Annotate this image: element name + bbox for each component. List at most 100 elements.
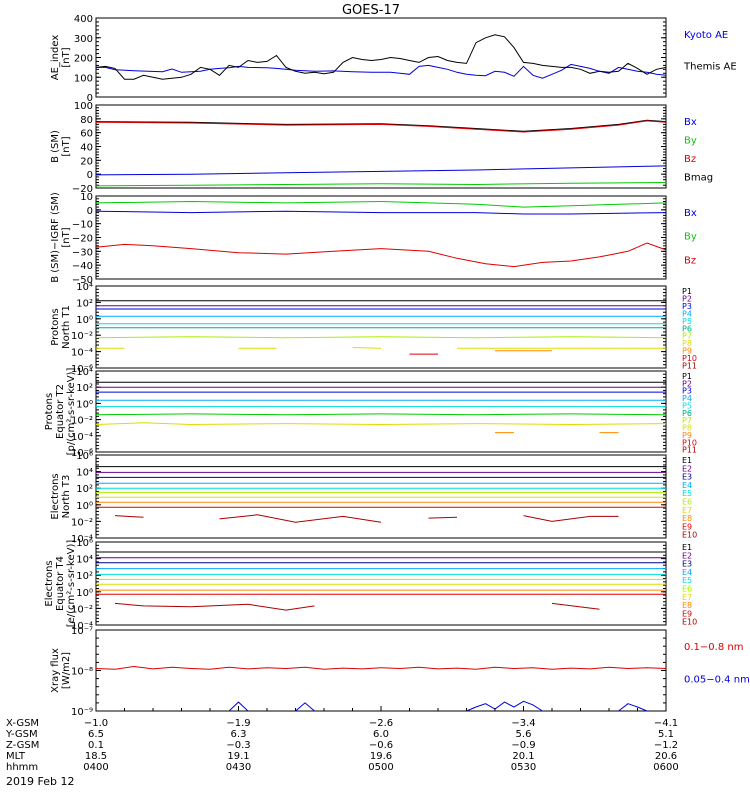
y-tick-label: 10⁰ (76, 588, 93, 599)
y-tick-label: 10⁴ (76, 367, 93, 378)
panel-3: −50 −40 −30 −20 −10 0 10 B (SM)−IGRF (SM)[nT] Bx… (50, 192, 697, 286)
y-tick-label: 300 (74, 34, 93, 45)
legend-entry: E4 (682, 568, 692, 577)
legend-entry: P7 (682, 332, 692, 341)
ephemeris-value: 6.0 (373, 729, 389, 740)
y-axis-label-line: Equator T4 (55, 556, 66, 611)
ephemeris-value: 20.1 (512, 751, 534, 762)
legend-entry: E9 (682, 609, 692, 618)
ephemeris-value: 0400 (83, 762, 108, 773)
series-themis-ae (95, 34, 667, 80)
series-p6 (95, 413, 667, 416)
y-tick-label: 10⁻⁴ (71, 621, 93, 632)
y-axis-label: B (SM)−IGRF (SM)[nT] (50, 192, 72, 283)
series-e10 (551, 602, 600, 610)
legend-entry: E1 (682, 543, 692, 552)
y-tick-label: 10⁴ (76, 468, 93, 479)
ephemeris-value: 5.1 (658, 729, 674, 740)
legend-entry: P9 (682, 347, 692, 356)
ephemeris-value: −0.6 (369, 740, 393, 751)
legend-entry: E5 (682, 489, 692, 498)
y-axis-label: Xray flux[W/m2] (50, 648, 72, 693)
y-tick-label: 100 (74, 73, 93, 84)
y-tick-label: 200 (74, 54, 93, 65)
legend-entry: P7 (682, 416, 692, 425)
legend-entry: P4 (682, 309, 692, 318)
ephemeris-value: −1.0 (84, 718, 108, 729)
series-bx (95, 210, 667, 215)
y-tick-label: 10⁰ (76, 315, 93, 326)
series-p7 (95, 422, 667, 426)
legend-entry: P3 (682, 387, 692, 396)
series-0-05-0-4-nm (618, 703, 648, 712)
ephemeris-value: 0600 (653, 762, 678, 773)
series-e10 (114, 515, 144, 518)
ephemeris-value: 19.6 (370, 751, 392, 762)
legend-entry: Bx (684, 117, 697, 128)
legend-entry: P5 (682, 401, 692, 410)
series-bz (95, 120, 667, 133)
legend-entry: E5 (682, 576, 692, 585)
ephemeris-value: 0530 (511, 762, 536, 773)
panel-frame (95, 17, 667, 98)
y-tick-label: 10⁶ (76, 451, 93, 462)
y-tick-label: −30 (72, 247, 93, 258)
y-axis-label-line: B (SM)−IGRF (SM) (50, 192, 61, 283)
legend-entry: P9 (682, 431, 692, 440)
ephemeris-row-label: Y-GSM (5, 729, 38, 740)
panel-2: −20 0 20 40 60 80 100 B (SM)[nT] Bx By Bz Bmag (50, 101, 713, 195)
y-tick-label: 40 (80, 143, 93, 154)
legend-entry: Themis AE (683, 62, 737, 73)
legend-entry: P10 (682, 354, 697, 363)
y-tick-label: 10⁻² (71, 416, 93, 427)
y-axis-label: ElectronsEquator T4[e/(cm²-s-sr-keV)] (44, 540, 77, 628)
series-e10 (523, 515, 619, 522)
y-tick-label: 400 (74, 14, 93, 25)
legend-entry: P8 (682, 424, 692, 433)
panel-frame (95, 285, 667, 369)
y-tick-label: 60 (80, 129, 93, 140)
series-0-05-0-4-nm (466, 700, 543, 712)
series-e10 (114, 602, 315, 611)
legend-entry: P4 (682, 394, 692, 403)
panel-frame (95, 370, 667, 453)
y-axis-label-line: Protons (50, 308, 61, 345)
y-tick-label: 10² (76, 484, 93, 495)
series-by (95, 182, 667, 187)
legend-entry: E3 (682, 560, 692, 569)
ephemeris-value: −2.6 (369, 718, 393, 729)
y-tick-label: −50 (72, 275, 93, 286)
y-axis-label-line: [W/m2] (61, 652, 72, 689)
y-axis-label-line: Electrons (44, 560, 55, 606)
y-tick-label: 10⁻⁴ (71, 432, 93, 443)
date-label: 2019 Feb 12 (6, 775, 74, 788)
legend-entry: E10 (682, 618, 697, 627)
ephemeris-value: 6.5 (88, 729, 104, 740)
y-tick-label: 10⁻⁶ (71, 364, 93, 375)
series-bz (95, 242, 667, 268)
series-e10 (428, 516, 458, 519)
y-tick-label: −10 (72, 220, 93, 231)
y-axis-label-line: North T3 (61, 475, 72, 519)
y-axis-label: ElectronsNorth T3 (50, 473, 72, 519)
y-tick-label: 10² (76, 298, 93, 309)
y-tick-label: 10⁻² (71, 331, 93, 342)
y-axis-label: AE_index[nT] (50, 35, 72, 81)
ephemeris-value: 5.6 (516, 729, 532, 740)
legend-entry: By (684, 135, 697, 146)
y-tick-label: 10⁰ (76, 399, 93, 410)
ephemeris-value: −4.1 (654, 718, 678, 729)
series-by (95, 200, 667, 208)
y-axis-label: ProtonsEquator T2[p/(cm²-s-sr-keV)] (44, 368, 77, 456)
panel-frame (95, 454, 667, 539)
legend-entry: P6 (682, 324, 692, 333)
series-0-05-0-4-nm (228, 701, 249, 712)
legend-entry: Bz (684, 154, 696, 165)
legend-entry: P2 (682, 379, 692, 388)
legend-entry: P11 (682, 362, 697, 371)
legend-entry: P6 (682, 409, 692, 418)
